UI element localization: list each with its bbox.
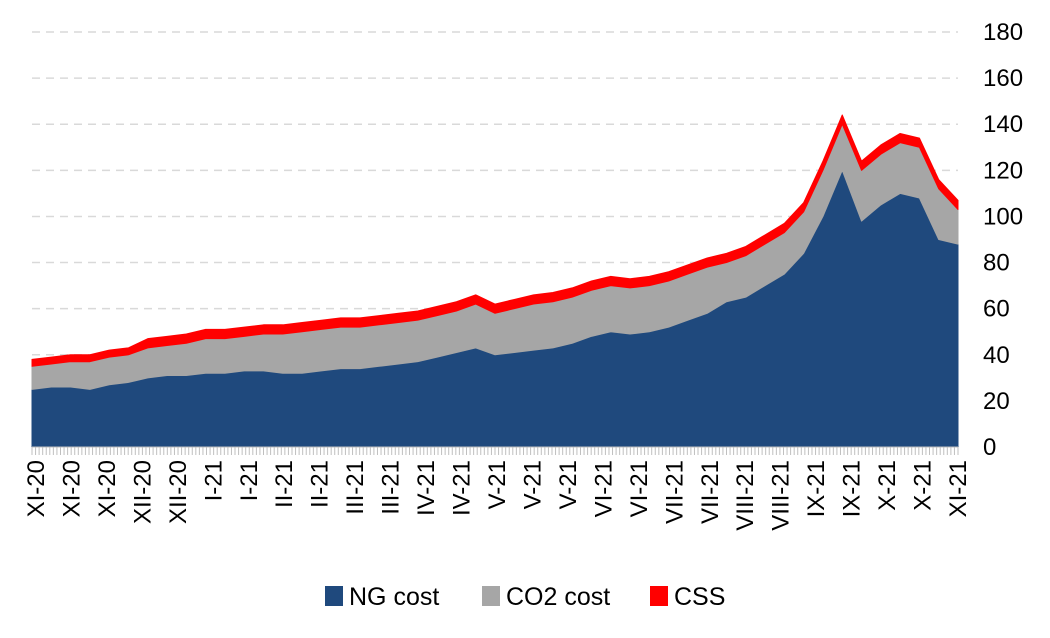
x-tick-label: IV-21: [413, 460, 440, 516]
x-tick-label: V-21: [520, 460, 547, 509]
area-css: [31, 114, 959, 367]
x-tick-label: X-21: [910, 460, 937, 511]
x-tick-label: II-21: [307, 460, 334, 508]
x-tick-label: IX-21: [839, 460, 866, 517]
x-tick-label: VII-21: [697, 460, 724, 524]
plot-areas: [31, 114, 959, 448]
y-tick-label: 120: [983, 157, 1023, 184]
x-tick-label: V-21: [555, 460, 582, 509]
y-axis: 0 20 40 60 80 100 120 140 160 180: [983, 19, 1023, 461]
legend: NG cost CO2 cost CSS: [325, 583, 725, 611]
x-tick-label: XI-21: [945, 460, 972, 517]
x-tick-label: IV-21: [449, 460, 476, 516]
x-tick-label: XII-20: [165, 460, 192, 524]
x-axis: XI-20 XI-20 XI-20 XII-20 XII-20 I-21 I-21 II-21…: [23, 446, 972, 531]
y-tick-label: 20: [983, 388, 1010, 415]
x-tick-label: XI-20: [59, 460, 86, 517]
y-tick-label: 40: [983, 342, 1010, 369]
legend-label: CSS: [674, 583, 725, 611]
x-tick-label: XII-20: [129, 460, 156, 524]
y-tick-label: 60: [983, 296, 1010, 323]
x-tick-label: II-21: [271, 460, 298, 508]
x-tick-label: V-21: [484, 460, 511, 509]
legend-swatch: [650, 586, 668, 606]
legend-swatch: [482, 586, 500, 606]
x-tick-label: VIII-21: [768, 460, 795, 531]
x-tick-label: VI-21: [626, 460, 653, 517]
x-tick-label: III-21: [378, 460, 405, 515]
x-tick-label: XI-20: [94, 460, 121, 517]
y-tick-label: 0: [983, 434, 996, 461]
legend-label: NG cost: [349, 583, 439, 611]
y-tick-label: 180: [983, 19, 1023, 46]
x-tick-label: VII-21: [661, 460, 688, 524]
x-tick-label: IX-21: [803, 460, 830, 517]
y-tick-label: 140: [983, 111, 1023, 138]
x-tick-label: I-21: [200, 460, 227, 501]
y-tick-label: 100: [983, 203, 1023, 230]
y-tick-label: 80: [983, 250, 1010, 277]
x-tick-label: III-21: [342, 460, 369, 515]
legend-swatch: [325, 586, 343, 606]
x-tick-label: VI-21: [590, 460, 617, 517]
y-tick-label: 160: [983, 65, 1023, 92]
x-tick-label: X-21: [874, 460, 901, 511]
legend-label: CO2 cost: [506, 583, 610, 611]
x-tick-label: XI-20: [23, 460, 50, 517]
x-tick-label: VIII-21: [732, 460, 759, 531]
x-tick-label: I-21: [236, 460, 263, 501]
